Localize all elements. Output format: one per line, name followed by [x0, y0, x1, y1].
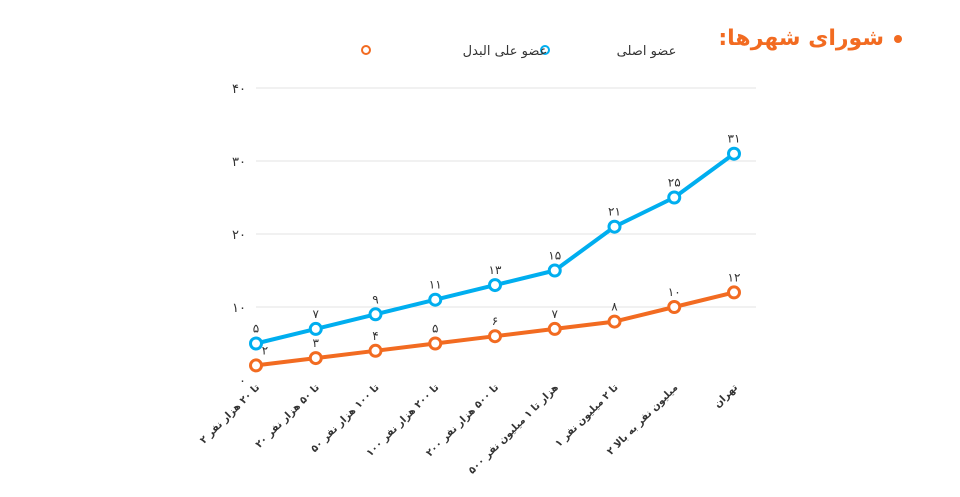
y-tick-label: ۲۰ — [232, 228, 246, 243]
data-label: ۳۱ — [728, 132, 741, 146]
data-point — [249, 358, 263, 373]
data-label: ۲ — [262, 343, 268, 357]
legend-label: عضو علی البدل — [463, 44, 548, 59]
data-label: ۲۱ — [608, 205, 621, 219]
data-label: ۷ — [552, 307, 559, 321]
legend-label: عضو اصلی — [617, 44, 677, 59]
legend-marker-icon — [540, 45, 550, 55]
y-tick-label: ۰ — [239, 374, 246, 389]
data-label: ۷ — [313, 307, 320, 321]
data-label: ۶ — [492, 314, 498, 328]
data-label: ۱۱ — [429, 278, 442, 292]
slide-title: شورای شهرها: — [718, 26, 902, 51]
data-label: ۸ — [611, 300, 618, 314]
data-point — [667, 190, 682, 205]
data-point — [607, 219, 622, 234]
series-line — [254, 290, 736, 368]
data-point — [488, 278, 502, 293]
data-point — [547, 321, 562, 336]
data-label: ۱۲ — [728, 270, 741, 284]
data-point — [488, 329, 502, 344]
data-point — [727, 285, 741, 300]
title-text: شورای شهرها: — [718, 26, 884, 51]
y-tick-label: ۴۰ — [232, 82, 246, 97]
data-point — [607, 314, 622, 329]
data-label: ۱۰ — [668, 285, 681, 299]
x-tick-label: تهران — [712, 382, 740, 410]
data-label: ۲۵ — [668, 176, 681, 190]
data-point — [308, 351, 323, 366]
legend-marker-icon — [361, 45, 371, 55]
data-label: ۳ — [313, 336, 320, 350]
data-label: ۴ — [372, 329, 378, 343]
bullet-icon — [894, 34, 902, 43]
data-point — [368, 343, 383, 358]
data-point — [428, 292, 443, 307]
data-label: ۵ — [432, 322, 438, 336]
data-label: ۵ — [253, 322, 259, 336]
y-tick-label: ۳۰ — [232, 155, 246, 170]
y-tick-label: ۱۰ — [232, 301, 246, 316]
data-point — [727, 146, 741, 161]
data-point — [547, 263, 562, 278]
data-point — [368, 307, 383, 322]
x-tick-label: ۱ تا ۲ میلیون نفر — [553, 382, 620, 449]
data-label: ۹ — [372, 292, 378, 306]
data-label: ۱۵ — [548, 249, 561, 263]
x-tick-label: ۲۰ تا ۵۰ هزار نفر — [254, 382, 322, 450]
data-point — [308, 321, 323, 336]
data-point — [667, 300, 682, 314]
data-point — [249, 336, 263, 351]
data-point — [428, 336, 443, 351]
data-label: ۱۳ — [489, 263, 502, 277]
x-tick-label: ۲ تا ۲۰ هزار نفر — [198, 382, 262, 446]
